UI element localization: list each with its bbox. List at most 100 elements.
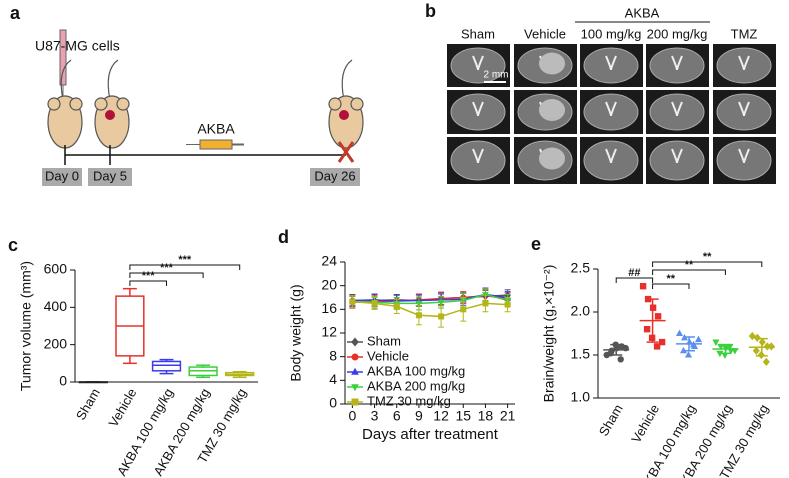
marker [752,346,760,355]
legend-label: Vehicle [367,348,409,363]
marker [393,303,400,310]
x-tick-label: Sham [596,402,626,439]
tumor [539,52,565,75]
marker [726,343,734,351]
column-label: 100 mg/kg [581,26,642,41]
marker [437,299,445,306]
sd-bar [683,336,695,352]
y-tick-label: 4 [329,371,337,387]
marker [731,348,739,355]
scale-label: 2 mm [484,70,509,81]
x-tick-label: 15 [455,408,471,424]
ventricle [605,101,617,117]
panel-label: c [8,235,18,255]
sd-bar [646,298,659,343]
marker [653,343,661,350]
marker [684,351,693,358]
brain [450,93,506,131]
series-line [352,293,508,305]
significance: *** [178,254,192,266]
day-label: Day 0 [45,168,79,183]
y-tick-label: 600 [44,261,68,277]
sd-bar [610,343,623,356]
day-label: Day 26 [314,168,355,183]
significance: ## [628,267,640,279]
y-tick-label: 16 [321,300,337,316]
y-tick-label: 200 [44,335,68,351]
marker [712,339,720,346]
panel-a-drawing [42,29,364,186]
ventricle [472,101,484,117]
column-label: 200 mg/kg [647,26,708,41]
marker [675,329,684,337]
marker [748,331,756,341]
cells-label: U87-MG cells [35,38,120,54]
marker [762,357,770,367]
tumor [539,147,565,170]
x-tick-label: 3 [371,408,379,424]
y-tick-label: 0 [59,373,67,389]
ventricle [671,148,683,164]
y-tick-label: 20 [321,276,337,292]
marker [717,343,725,351]
ventricle [738,148,750,164]
marker [349,298,356,305]
marker [763,342,771,351]
x-tick-label: Vehicle [106,386,140,430]
y-tick-label: 8 [329,347,337,363]
x-tick-label: 21 [500,408,516,424]
marker [371,300,378,307]
y-tick-label: 2.0 [571,303,591,319]
y-tick-label: 2.5 [571,260,591,276]
panel-label: e [531,234,541,254]
y-tick-label: 12 [321,324,337,340]
y-axis-label: Body weight (g) [288,284,304,381]
marker [639,283,647,290]
bracket [652,283,690,289]
sd-bar [755,337,768,357]
ventricle [472,148,484,164]
ventricle [671,101,683,117]
column-label: TMZ [731,26,758,41]
panel-label: d [278,227,289,247]
ventricle [472,55,484,71]
marker [721,352,729,359]
marker [351,384,359,392]
marker [438,313,445,320]
marker [658,338,666,346]
bracket [615,277,654,283]
legend-label: AKBA 100 mg/kg [367,363,465,378]
drug-label: AKBA [197,121,235,137]
ventricle [671,55,683,71]
significance: *** [160,262,174,274]
marker [351,353,359,361]
panel-label: b [425,1,436,21]
x-tick-label: Vehicle [628,402,662,446]
brain [649,93,705,131]
column-label: Vehicle [524,26,566,41]
marker [460,306,467,313]
x-tick-label: 12 [433,408,449,424]
marker [351,367,359,375]
marker [617,356,624,363]
ventricle [738,55,750,71]
box [151,360,182,372]
x-tick-label: 9 [415,408,423,424]
x-tick-label: 18 [478,408,494,424]
y-axis-label: Brain/weight (g,×10⁻²) [541,265,557,403]
ventricle [738,101,750,117]
legend-label: Sham [367,333,401,348]
legend-label: AKBA 200 mg/kg [367,378,465,393]
marker [753,333,761,342]
marker [694,335,703,343]
x-tick-label: Sham [73,386,103,423]
marker [415,301,423,308]
marker [504,301,511,308]
marker [415,312,422,319]
y-tick-label: 1.0 [571,389,591,405]
significance: ** [685,259,694,271]
brain [450,47,506,84]
bracket [129,264,241,270]
mice [47,59,364,149]
